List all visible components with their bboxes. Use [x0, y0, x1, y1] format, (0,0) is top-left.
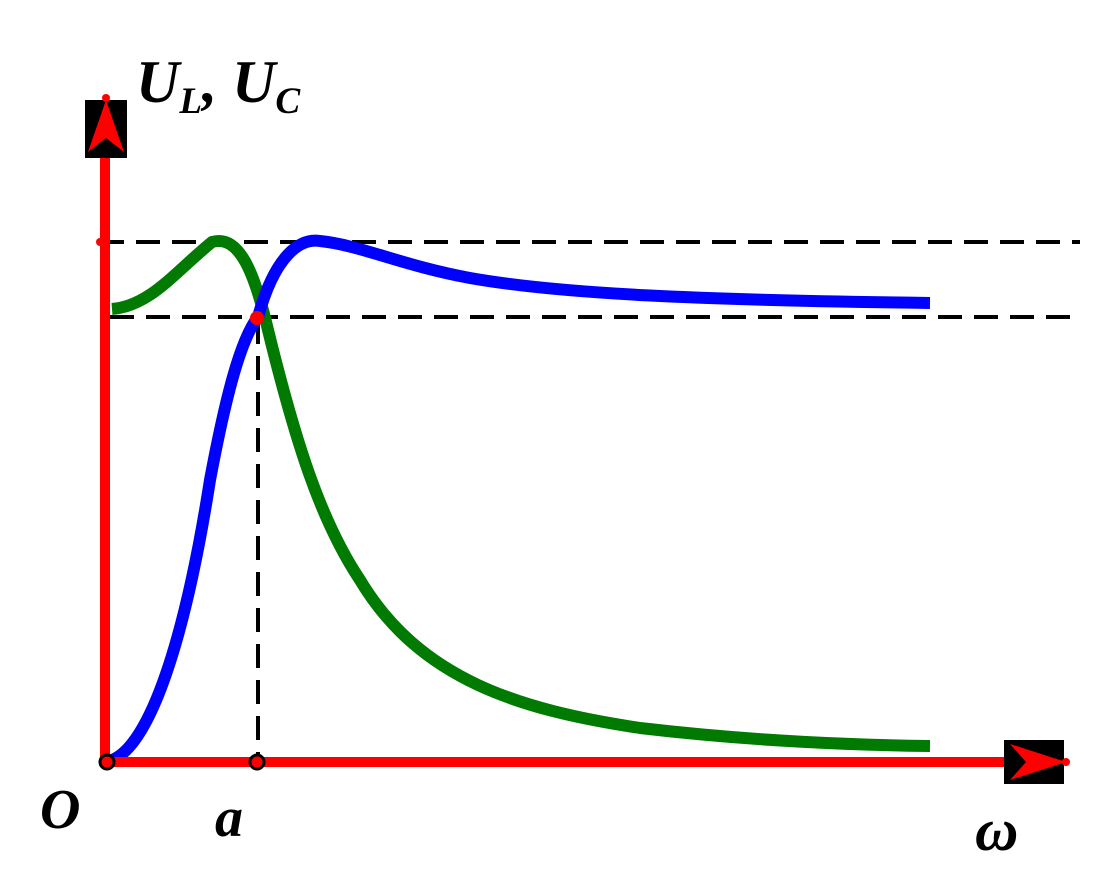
y-axis-label-u1: U [136, 49, 180, 115]
origin-marker [98, 753, 116, 771]
y-axis-label: UL, UC [136, 49, 300, 120]
y-axis-arrow-icon [85, 94, 127, 158]
y-axis-label-sub-c: C [275, 81, 301, 123]
max-level-tick [96, 238, 104, 246]
y-axis-label-u2: U [232, 49, 276, 115]
x-axis-label: ω [975, 797, 1019, 863]
a-marker [248, 753, 266, 771]
ul-curve [109, 234, 931, 766]
uc-curve [111, 235, 931, 752]
y-axis-label-separator: , [202, 49, 233, 115]
y-axis-label-sub-l: L [179, 81, 203, 123]
origin-label: O [40, 779, 81, 841]
intersection-point [250, 311, 264, 325]
a-label: a [215, 787, 243, 849]
x-axis-arrow-icon [1004, 740, 1070, 784]
